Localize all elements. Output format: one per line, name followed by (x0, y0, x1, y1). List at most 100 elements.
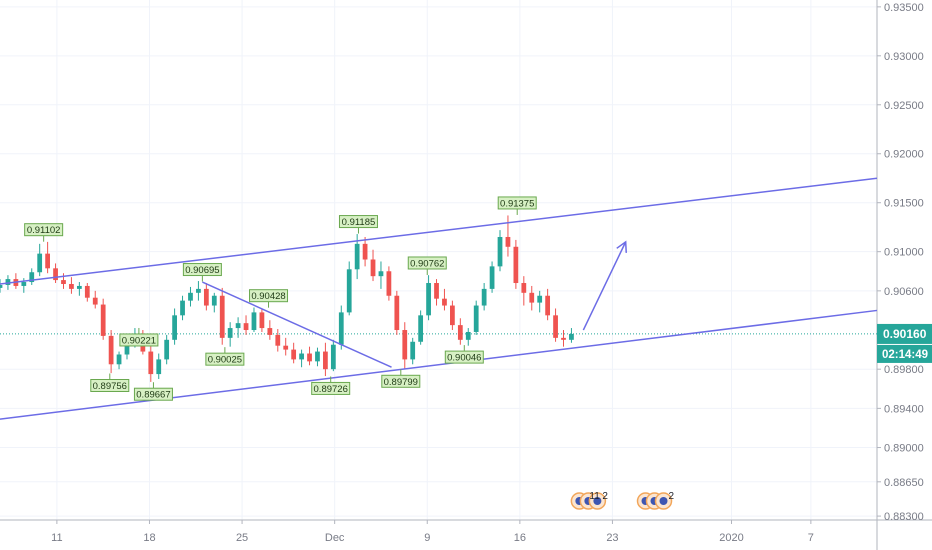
candle-up (172, 315, 177, 340)
y-tick-label: 0.88650 (884, 477, 924, 489)
candle-down (370, 259, 376, 277)
price-label-box (497, 196, 537, 210)
candle-up (227, 328, 233, 338)
candle-up (211, 295, 217, 306)
candle-down (521, 283, 527, 293)
current-price-tag: 0.90160 02:14:49 (877, 323, 932, 363)
price-label-box (249, 289, 289, 303)
candle-down (450, 305, 455, 326)
event-flag-icon-center (659, 497, 668, 505)
y-tick-label: 0.92500 (884, 100, 924, 112)
x-axis: 11 18 25 Dec 9 16 23 2020 7 (51, 520, 814, 544)
price-label-box (444, 350, 484, 364)
y-tick-label: 0.91500 (884, 198, 924, 210)
price-label-text: 0.90046 (447, 353, 481, 364)
candle-down (243, 323, 249, 331)
event-markers: 11 2 2 (570, 491, 675, 510)
candle-up (315, 351, 320, 362)
candle-down (434, 283, 439, 299)
y-tick-label: 0.89400 (884, 403, 924, 415)
candle-up (338, 312, 344, 345)
y-axis: 0.93500 0.93000 0.92500 0.92000 0.91500 0.910… (877, 2, 924, 523)
x-tick-label: 2020 (719, 532, 743, 544)
price-label-text: 0.90428 (251, 291, 285, 302)
candle-up (346, 269, 352, 313)
candle-up (164, 339, 170, 360)
y-tick-label: 0.93500 (884, 2, 924, 14)
event-count: 11 (589, 491, 600, 502)
candle-down (108, 335, 114, 365)
x-tick-label: 23 (606, 532, 618, 544)
x-tick-label: 25 (236, 532, 248, 544)
price-label-text: 0.91102 (27, 225, 61, 236)
candle-down (561, 337, 566, 340)
candle-up (196, 288, 201, 293)
price-label-box (24, 223, 64, 237)
event-badge: 2 (669, 491, 675, 502)
candle-up (418, 315, 424, 342)
candle-down (553, 315, 558, 338)
price-label-box (338, 215, 378, 229)
x-tick-label: 16 (514, 532, 526, 544)
candle-up (251, 312, 257, 331)
channel-upper (0, 177, 878, 285)
price-label-text: 0.89799 (384, 377, 418, 388)
y-tick-label: 0.93000 (884, 51, 924, 63)
candle-up (378, 271, 384, 277)
candle-up (5, 279, 11, 285)
candle-down (386, 271, 392, 296)
candle-down (513, 246, 519, 284)
price-label-box (311, 381, 351, 395)
candle-up (354, 243, 360, 270)
candle-down (45, 253, 51, 269)
candle-down (545, 295, 551, 316)
price-label-box (119, 333, 159, 347)
channel-lower (0, 309, 878, 420)
price-label-text: 0.89667 (136, 390, 170, 401)
candle-down (402, 330, 408, 360)
x-tick-label: 9 (424, 532, 430, 544)
candle-up (489, 266, 495, 289)
price-label-text: 0.90695 (185, 265, 219, 276)
countdown-box (877, 344, 932, 363)
candle-down (219, 295, 225, 338)
projection-arrow (582, 241, 627, 331)
y-tick-label: 0.91000 (884, 247, 924, 259)
candle-down (203, 288, 209, 306)
candle-down (362, 243, 368, 260)
candle-up (410, 341, 416, 360)
candle-down (69, 283, 74, 289)
candle-down (148, 351, 154, 375)
current-price-box (877, 323, 932, 344)
candle-up (330, 344, 336, 370)
price-label-box (90, 378, 130, 392)
candle-up (21, 282, 27, 286)
grid (0, 0, 877, 520)
candle-down (259, 312, 265, 329)
y-tick-label: 0.89000 (884, 443, 924, 455)
candle-up (180, 300, 185, 316)
candle-down (505, 236, 511, 247)
candle-down (92, 297, 98, 305)
candle-down (457, 325, 463, 340)
price-label-text: 0.90025 (208, 355, 242, 366)
price-label-text: 0.91185 (342, 217, 376, 228)
candle-down (442, 298, 447, 306)
candle-up (537, 295, 543, 303)
price-label-box (133, 387, 173, 401)
price-label-text: 0.90221 (122, 335, 156, 346)
event-badge: 2 (602, 491, 608, 502)
y-tick-label: 0.92000 (884, 149, 924, 161)
price-label-box (381, 374, 421, 388)
candle-up (299, 353, 304, 360)
price-label-text: 0.89726 (314, 384, 348, 395)
candles (0, 215, 574, 382)
price-label-box (182, 263, 222, 277)
candle-down (275, 334, 281, 346)
candle-up (473, 305, 479, 332)
event-flag-icon-center (593, 497, 602, 505)
candle-up (37, 253, 43, 273)
candle-down (323, 351, 328, 370)
candle-down (307, 353, 312, 362)
